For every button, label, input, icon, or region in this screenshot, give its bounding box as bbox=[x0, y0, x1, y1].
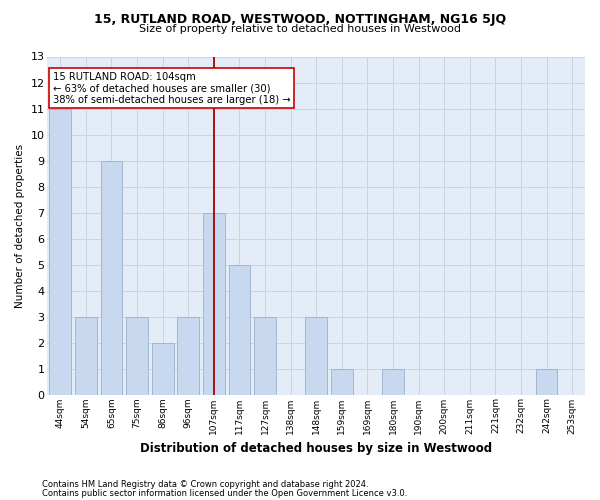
Bar bbox=[101, 160, 122, 394]
Bar bbox=[126, 316, 148, 394]
Bar bbox=[49, 108, 71, 395]
Text: Contains HM Land Registry data © Crown copyright and database right 2024.: Contains HM Land Registry data © Crown c… bbox=[42, 480, 368, 489]
Bar bbox=[229, 264, 250, 394]
Y-axis label: Number of detached properties: Number of detached properties bbox=[15, 144, 25, 308]
X-axis label: Distribution of detached houses by size in Westwood: Distribution of detached houses by size … bbox=[140, 442, 492, 455]
Text: Size of property relative to detached houses in Westwood: Size of property relative to detached ho… bbox=[139, 24, 461, 34]
Bar bbox=[203, 212, 225, 394]
Bar bbox=[331, 368, 353, 394]
Text: 15, RUTLAND ROAD, WESTWOOD, NOTTINGHAM, NG16 5JQ: 15, RUTLAND ROAD, WESTWOOD, NOTTINGHAM, … bbox=[94, 12, 506, 26]
Text: 15 RUTLAND ROAD: 104sqm
← 63% of detached houses are smaller (30)
38% of semi-de: 15 RUTLAND ROAD: 104sqm ← 63% of detache… bbox=[53, 72, 290, 105]
Bar bbox=[305, 316, 327, 394]
Bar bbox=[536, 368, 557, 394]
Bar bbox=[152, 342, 173, 394]
Bar bbox=[254, 316, 276, 394]
Bar bbox=[178, 316, 199, 394]
Bar bbox=[382, 368, 404, 394]
Bar bbox=[75, 316, 97, 394]
Text: Contains public sector information licensed under the Open Government Licence v3: Contains public sector information licen… bbox=[42, 488, 407, 498]
